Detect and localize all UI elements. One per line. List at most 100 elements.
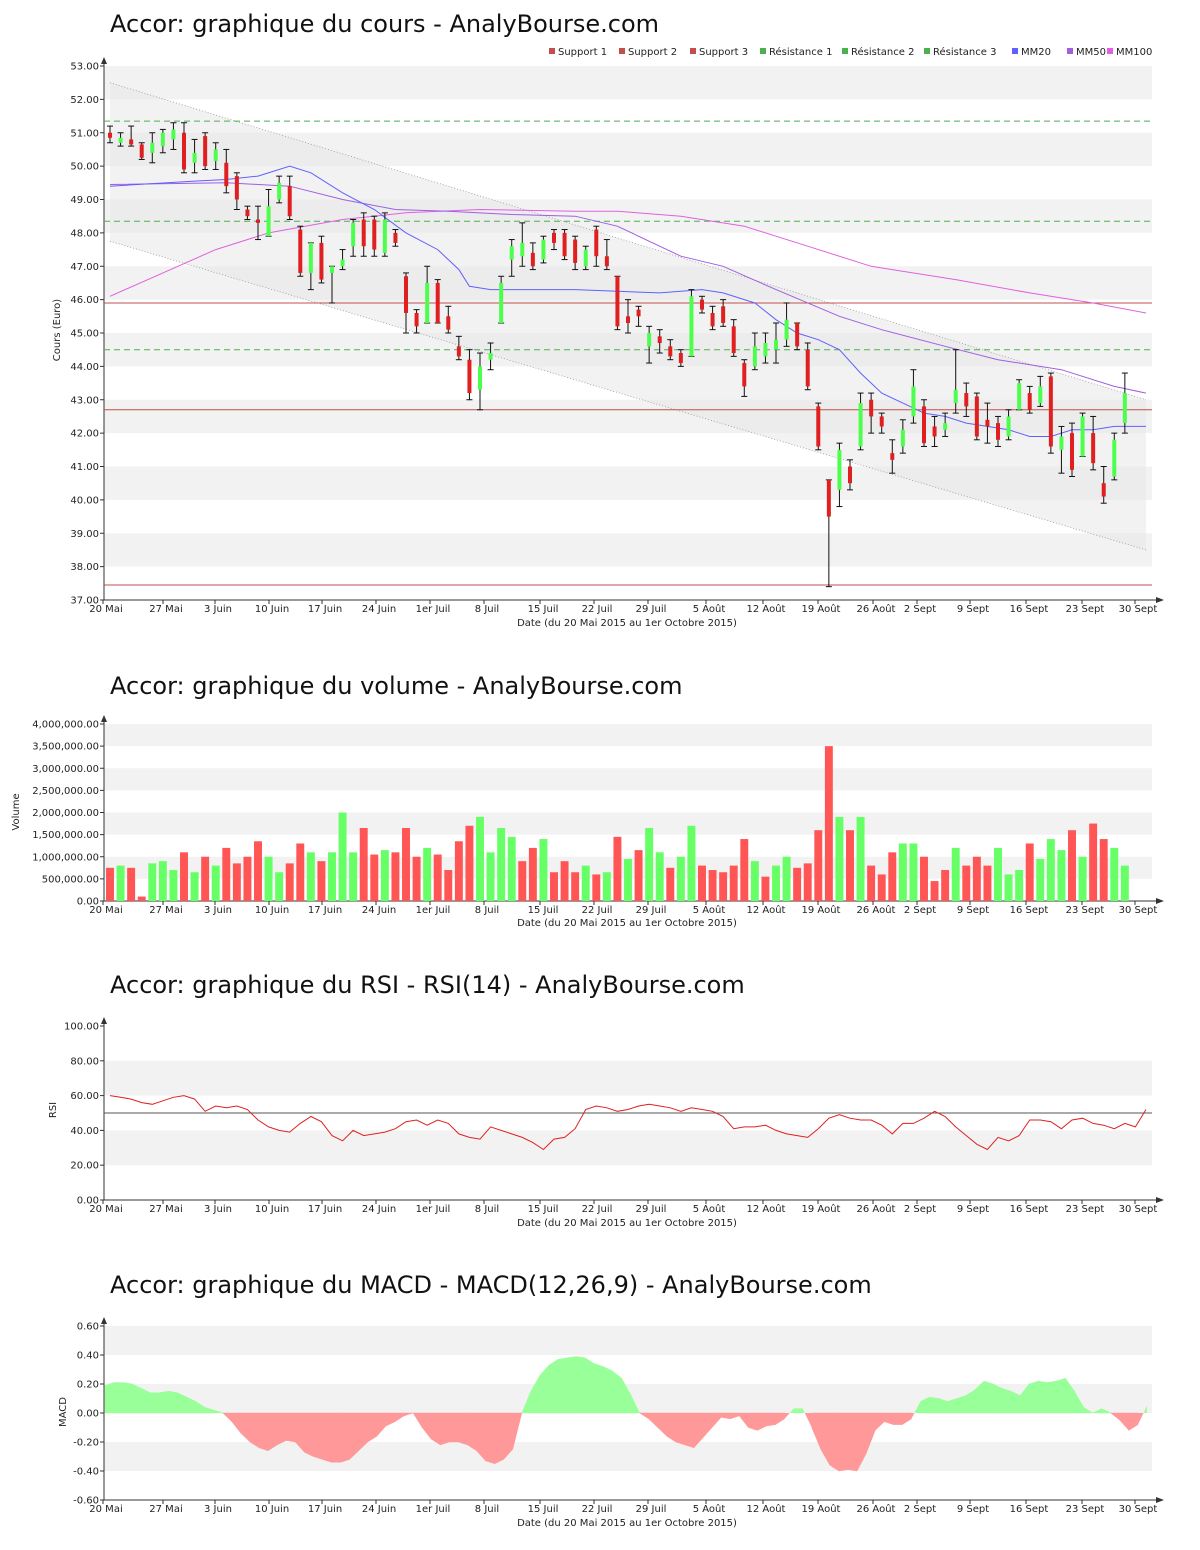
candle [128, 125, 135, 147]
candle-body [1080, 416, 1085, 457]
macd-x-tick-label: 20 Mai [89, 1504, 122, 1515]
macd-area-segment [956, 1395, 967, 1414]
candle-body [562, 232, 567, 257]
candle [804, 342, 811, 391]
rsi-y-tick-label: 0.00 [77, 1196, 99, 1207]
volume-x-tick-label: 3 Juin [204, 905, 232, 916]
price-y-tick-label: 37.00 [70, 596, 99, 607]
candle-body [826, 479, 831, 517]
volume-bar [465, 825, 474, 901]
price-x-tick-label: 23 Sept [1066, 604, 1105, 615]
candle-body [330, 266, 334, 273]
mm100-line [109, 208, 1147, 314]
price-x-tick-label: 12 Août [747, 603, 786, 615]
legend-swatch [1067, 48, 1073, 54]
rsi-x-tick-label: 23 Sept [1066, 1204, 1105, 1215]
volume-y-tick-label: 500,000.00 [42, 874, 99, 885]
volume-bar [1078, 856, 1087, 901]
candle-body [213, 149, 218, 162]
candle [529, 242, 536, 271]
rsi-y-tick-label: 20.00 [70, 1161, 99, 1172]
volume-y-tick-label: 3,000,000.00 [32, 764, 99, 775]
macd-area-segment [1065, 1377, 1075, 1414]
macd-area-segment [1001, 1388, 1012, 1414]
candle [656, 329, 663, 354]
macd-area-segment [140, 1387, 151, 1414]
price-y-tick-label: 52.00 [70, 95, 99, 106]
candle [1090, 415, 1097, 471]
macd-area-segment [331, 1412, 341, 1463]
candle [699, 295, 705, 314]
macd-area-segment [249, 1412, 260, 1449]
legend-swatch [619, 48, 625, 54]
macd-area-segment [874, 1412, 885, 1431]
volume-bar [888, 852, 897, 901]
volume-bar [391, 852, 400, 901]
candle [825, 479, 832, 588]
macd-area-segment [1056, 1377, 1066, 1414]
volume-x-tick-label: 30 Sept [1119, 905, 1158, 916]
volume-bar [793, 867, 802, 901]
macd-area-segment [322, 1412, 332, 1463]
candle-body [816, 406, 821, 447]
candle [762, 332, 769, 364]
mm20-line [109, 165, 1146, 437]
candle [847, 459, 853, 491]
rsi-x-tick-label: 16 Sept [1010, 1204, 1049, 1215]
macd-area-segment [367, 1412, 378, 1443]
candle-body [784, 319, 789, 340]
macd-area-segment [804, 1413, 812, 1428]
candle-body [446, 316, 451, 330]
price-y-tick-label: 42.00 [70, 429, 99, 440]
candle-body [573, 239, 578, 263]
candle-body [308, 242, 313, 273]
macd-x-tick-label: 27 Mai [149, 1504, 182, 1515]
rsi-x-tick-label: 8 Juil [475, 1204, 499, 1215]
volume-bar [740, 839, 749, 901]
candle-body [626, 316, 630, 323]
macd-area-segment [739, 1412, 749, 1429]
candle-body [245, 209, 250, 217]
candle-body [615, 276, 620, 327]
volume-bar [169, 870, 178, 901]
candle [836, 442, 843, 508]
volume-x-tick-label: 29 Juil [636, 905, 667, 916]
rsi-line [109, 1095, 1147, 1151]
candle [434, 279, 441, 324]
candle-body [298, 229, 303, 273]
rsi-y-tick-label: 80.00 [70, 1056, 99, 1067]
macd-y-tick-label: -0.20 [73, 1438, 99, 1449]
candle-body [890, 453, 895, 460]
volume-x-tick-label: 2 Sept [904, 905, 936, 916]
macd-area-segment [594, 1363, 604, 1414]
candle [191, 138, 198, 174]
candle [286, 175, 293, 221]
macd-area-segment [575, 1356, 586, 1414]
volume-bar [719, 872, 728, 901]
volume-y-tick-label: 3,500,000.00 [32, 742, 99, 753]
price-y-axis-arrow [101, 57, 107, 64]
candle-body [435, 282, 440, 323]
rsi-y-tick-label: 40.00 [70, 1126, 99, 1137]
candle [984, 402, 991, 444]
candle [910, 369, 917, 424]
macd-area-segment [258, 1412, 269, 1452]
macd-area-segment [168, 1390, 178, 1414]
legend-swatch [924, 48, 930, 54]
candle-body [1122, 393, 1127, 424]
volume-x-tick-label: 22 Juil [582, 905, 613, 916]
candle [508, 239, 515, 277]
macd-x-tick-label: 17 Juin [308, 1504, 342, 1515]
macd-area-segment [1110, 1412, 1121, 1421]
price-y-tick-label: 46.00 [70, 295, 99, 306]
volume-bar [1099, 839, 1108, 901]
candle [794, 322, 801, 351]
legend-label: Support 3 [699, 47, 748, 58]
candle [381, 212, 388, 257]
candle [899, 419, 906, 454]
candle [159, 128, 166, 154]
volume-bar [539, 839, 548, 901]
macd-area-segment [213, 1409, 223, 1414]
volume-bar [666, 867, 675, 901]
candle-body [647, 333, 652, 347]
